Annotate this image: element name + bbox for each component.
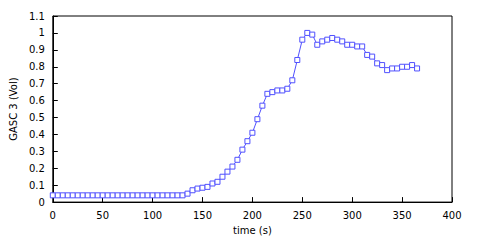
svg-text:100: 100: [143, 210, 162, 221]
svg-text:350: 350: [393, 210, 412, 221]
svg-text:400: 400: [442, 210, 461, 221]
svg-text:0.4: 0.4: [29, 129, 45, 140]
svg-text:300: 300: [343, 210, 362, 221]
svg-text:0: 0: [50, 210, 56, 221]
svg-text:0.8: 0.8: [29, 61, 45, 72]
svg-text:0.7: 0.7: [29, 78, 45, 89]
svg-text:250: 250: [293, 210, 312, 221]
svg-text:0.6: 0.6: [29, 95, 45, 106]
svg-text:0: 0: [38, 197, 44, 208]
svg-text:150: 150: [193, 210, 212, 221]
svg-text:0.1: 0.1: [29, 180, 45, 191]
svg-text:50: 50: [96, 210, 109, 221]
svg-text:0.5: 0.5: [29, 112, 45, 123]
svg-text:1.1: 1.1: [29, 11, 45, 22]
svg-text:0.9: 0.9: [29, 44, 45, 55]
svg-text:0.2: 0.2: [29, 163, 45, 174]
svg-text:time (s): time (s): [233, 225, 272, 236]
svg-text:1: 1: [38, 27, 44, 38]
svg-text:0.3: 0.3: [29, 146, 45, 157]
svg-text:200: 200: [243, 210, 262, 221]
svg-text:GASC 3 (Vol): GASC 3 (Vol): [8, 77, 19, 141]
